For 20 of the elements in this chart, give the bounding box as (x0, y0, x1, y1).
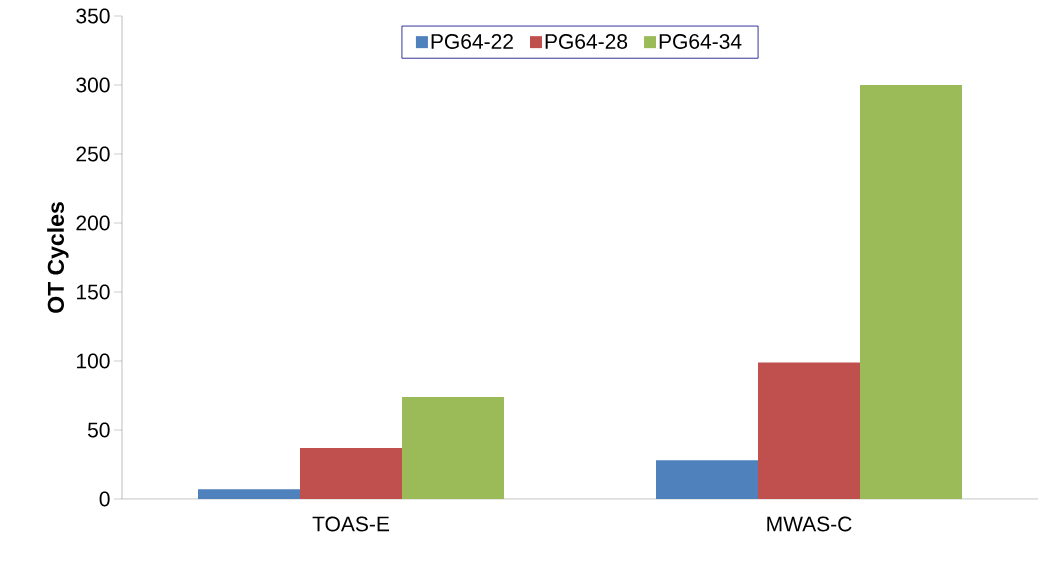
bar (402, 396, 505, 499)
bar (656, 460, 759, 499)
bar (860, 85, 963, 499)
y-tick-label: 50 (87, 422, 110, 438)
y-tick-label: 200 (76, 215, 110, 231)
y-tick-label: 300 (76, 77, 110, 93)
x-tick-label: TOAS-E (312, 516, 390, 532)
legend-label: PG64-34 (659, 34, 742, 49)
bar (758, 362, 861, 499)
y-axis-title: OT Cycles (47, 202, 69, 313)
y-tick-label: 100 (77, 353, 110, 369)
legend-label: PG64-22 (431, 34, 513, 49)
legend-label: PG64-28 (545, 34, 628, 49)
y-tick-label: 150 (77, 284, 110, 300)
bar (300, 447, 402, 499)
y-tick-label: 350 (76, 8, 110, 24)
y-tick-label: 250 (76, 146, 110, 162)
y-tick-label: 0 (99, 491, 110, 507)
x-tick-label: MWAS-C (767, 516, 852, 532)
bar (198, 489, 300, 499)
